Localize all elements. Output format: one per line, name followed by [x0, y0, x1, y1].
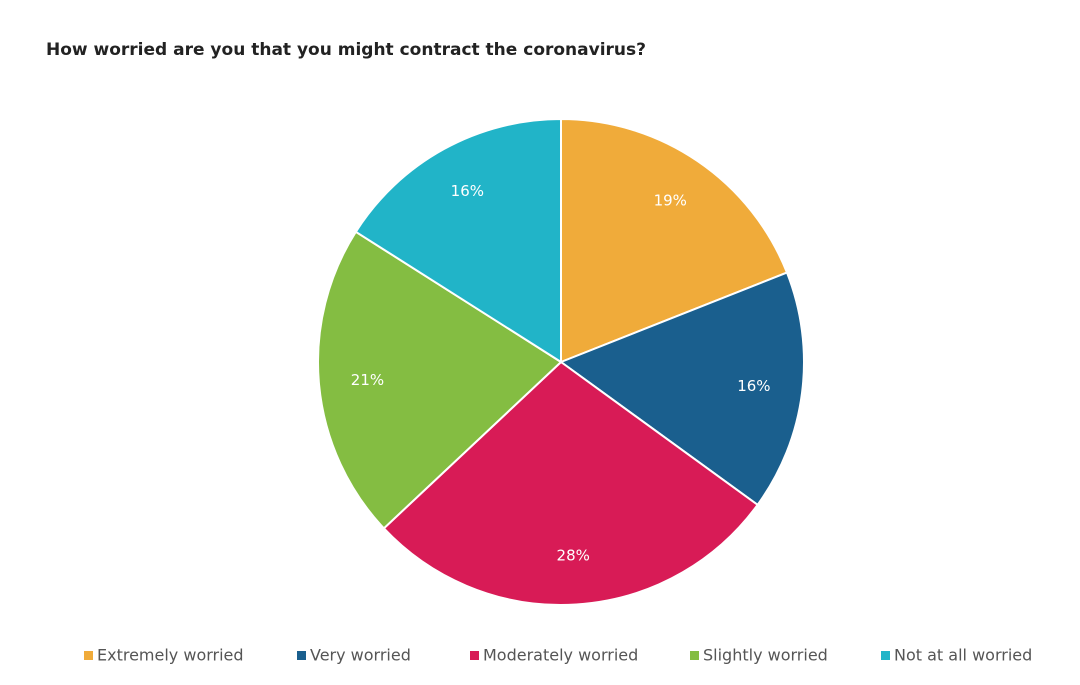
pie-slice — [558, 271, 805, 507]
legend-swatch — [881, 651, 890, 660]
legend-label: Moderately worried — [483, 646, 638, 665]
pie-slice — [354, 117, 562, 364]
legend-label: Not at all worried — [894, 646, 1032, 665]
legend-swatch — [84, 651, 93, 660]
data-label: 28% — [557, 547, 590, 565]
data-label: 16% — [451, 182, 484, 200]
data-label: 21% — [351, 371, 384, 389]
pie-slice — [317, 230, 563, 530]
data-label: 19% — [654, 192, 687, 210]
chart-title: How worried are you that you might contr… — [46, 40, 646, 60]
pie-slice — [560, 117, 789, 364]
pie-slice — [382, 360, 759, 606]
legend-swatch — [297, 651, 306, 660]
legend-label: Very worried — [310, 646, 411, 665]
legend-label: Extremely worried — [97, 646, 244, 665]
legend-swatch — [690, 651, 699, 660]
data-label: 16% — [737, 377, 770, 395]
legend-swatch — [470, 651, 479, 660]
legend-label: Slightly worried — [703, 646, 828, 665]
